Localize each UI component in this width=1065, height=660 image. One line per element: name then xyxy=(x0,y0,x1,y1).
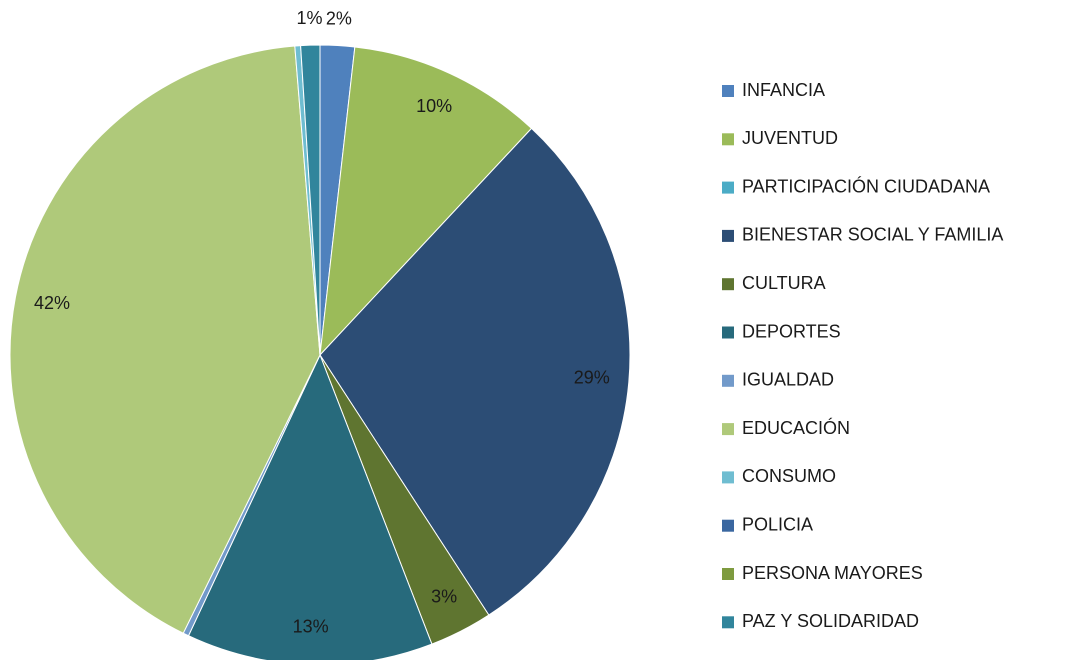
legend-swatch xyxy=(722,326,734,339)
legend-swatch xyxy=(722,133,734,146)
legend-label: IGUALDAD xyxy=(742,370,834,390)
legend-label: JUVENTUD xyxy=(742,128,838,148)
pie-slice xyxy=(300,44,321,356)
legend-swatch xyxy=(722,423,734,436)
legend-label: CONSUMO xyxy=(742,466,836,486)
data-label: 2% xyxy=(326,8,352,28)
legend-label: BIENESTAR SOCIAL Y FAMILIA xyxy=(742,225,1003,245)
legend-swatch xyxy=(722,181,734,194)
pie-slice xyxy=(9,45,321,634)
data-label: 29% xyxy=(574,368,610,388)
legend-label: PERSONA MAYORES xyxy=(742,563,923,583)
legend-label: EDUCACIÓN xyxy=(742,417,850,438)
legend-label: POLICIA xyxy=(742,514,813,534)
data-label: 42% xyxy=(34,293,70,313)
data-label: 10% xyxy=(416,96,452,116)
legend-swatch xyxy=(722,616,734,629)
pie-slice xyxy=(187,353,433,660)
pie-slice xyxy=(319,46,533,357)
legend-label: CULTURA xyxy=(742,273,826,293)
legend-swatch xyxy=(722,568,734,580)
legend-label: PAZ Y SOLIDARIDAD xyxy=(742,611,919,631)
legend-swatch xyxy=(722,229,734,242)
data-label: 3% xyxy=(431,587,457,607)
legend-swatch xyxy=(722,471,734,484)
legend-swatch xyxy=(722,519,734,532)
pie-slice xyxy=(319,127,631,616)
data-label: 13% xyxy=(293,616,329,636)
legend-label: INFANCIA xyxy=(742,80,825,100)
legend-swatch xyxy=(722,85,734,97)
legend-swatch xyxy=(722,278,734,291)
legend-label: PARTICIPACIÓN CIUDADANA xyxy=(742,175,990,196)
legend-label: DEPORTES xyxy=(742,321,841,341)
legend-swatch xyxy=(722,374,734,387)
data-label: 1% xyxy=(296,8,322,28)
